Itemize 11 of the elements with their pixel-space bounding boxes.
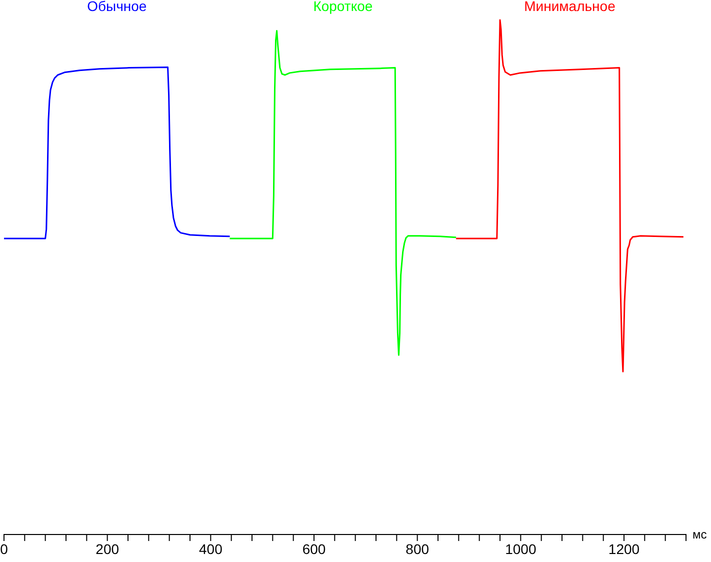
text: Обычное [87,0,147,14]
x-tick-label: 600 [302,541,326,557]
x-tick-label: 1000 [505,541,536,557]
text: Короткое [313,0,373,14]
series-label: Минимальное [524,0,616,14]
x-tick-label: 1200 [608,541,640,557]
x-tick-label: 800 [406,541,430,557]
x-axis-title: мс [692,528,707,542]
x-tick-label: 400 [198,541,223,557]
x-tick-label: 0 [0,541,8,557]
x-tick-label: 200 [96,541,120,557]
